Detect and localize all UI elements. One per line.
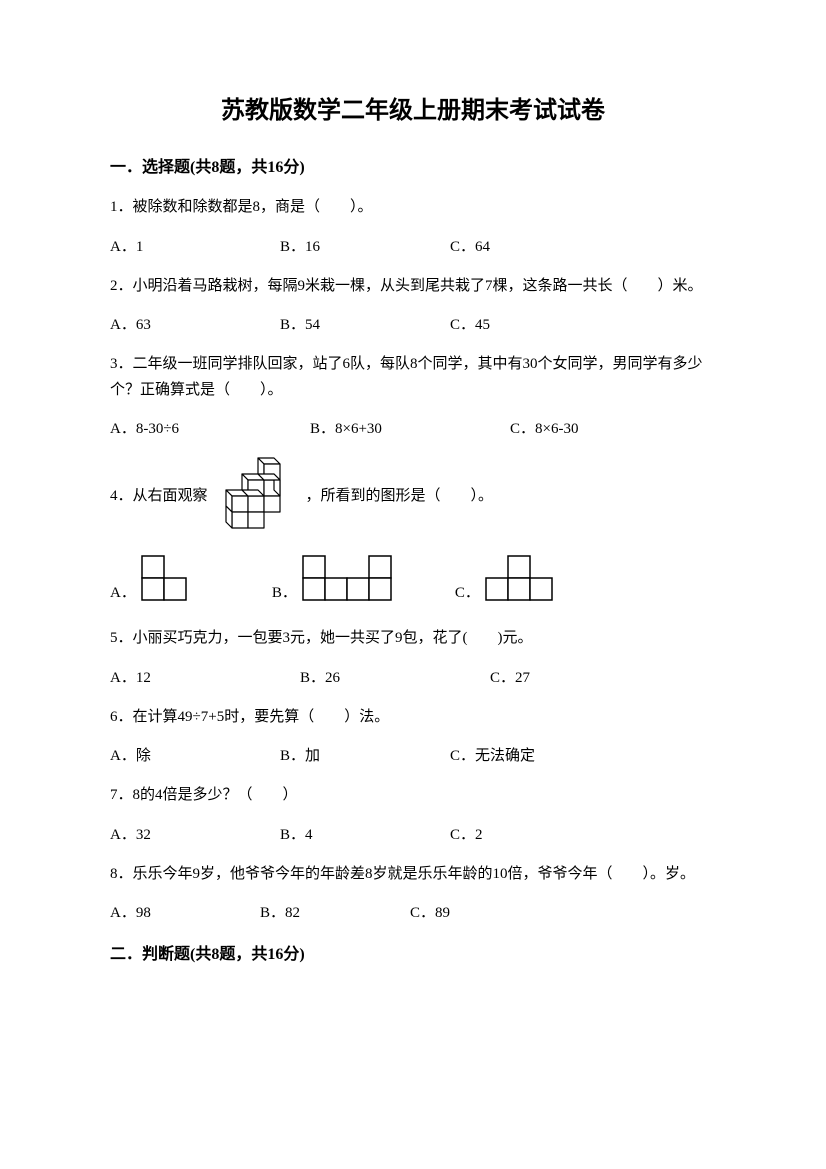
cube-stack-icon <box>214 456 300 532</box>
q4-option-c: C． <box>455 554 556 602</box>
q5-option-a: A．12 <box>110 666 300 687</box>
q7-option-b: B．4 <box>280 823 450 844</box>
q8-option-b: B．82 <box>260 901 410 922</box>
q1-option-b: B．16 <box>280 235 450 256</box>
question-3-options: A．8-30÷6 B．8×6+30 C．8×6-30 <box>110 417 716 438</box>
page-title: 苏教版数学二年级上册期末考试试卷 <box>110 90 716 125</box>
question-1: 1．被除数和除数都是8，商是（ ）。 <box>110 195 716 221</box>
question-7: 7．8的4倍是多少？（ ） <box>110 783 716 809</box>
question-2: 2．小明沿着马路栽树，每隔9米栽一棵，从头到尾共栽了7棵，这条路一共长（ ）米。 <box>110 274 716 300</box>
question-8-options: A．98 B．82 C．89 <box>110 901 716 922</box>
q5-option-b: B．26 <box>300 666 490 687</box>
question-6-options: A．除 B．加 C．无法确定 <box>110 744 716 765</box>
question-6: 6．在计算49÷7+5时，要先算（ ）法。 <box>110 705 716 731</box>
q6-option-c: C．无法确定 <box>450 744 535 765</box>
q8-option-a: A．98 <box>110 901 260 922</box>
q3-option-a: A．8-30÷6 <box>110 417 310 438</box>
question-2-options: A．63 B．54 C．45 <box>110 313 716 334</box>
q4-suffix: ，所看到的图形是（ ）。 <box>306 484 494 505</box>
q7-option-c: C．2 <box>450 823 483 844</box>
shape-a-icon <box>140 554 212 602</box>
q3-option-c: C．8×6-30 <box>510 417 578 438</box>
q4-option-a: A． <box>110 554 212 602</box>
q2-option-b: B．54 <box>280 313 450 334</box>
question-1-options: A．1 B．16 C．64 <box>110 235 716 256</box>
question-7-options: A．32 B．4 C．2 <box>110 823 716 844</box>
section-1-header: 一．选择题(共8题，共16分) <box>110 153 716 177</box>
q1-option-c: C．64 <box>450 235 490 256</box>
question-4-options: A． B． C． <box>110 554 716 602</box>
q8-option-c: C．89 <box>410 901 450 922</box>
q4-option-a-label: A． <box>110 581 136 602</box>
question-5-options: A．12 B．26 C．27 <box>110 666 716 687</box>
q4-prefix: 4．从右面观察 <box>110 484 208 505</box>
q4-option-b: B． <box>272 554 395 602</box>
shape-b-icon <box>301 554 395 602</box>
q6-option-a: A．除 <box>110 744 280 765</box>
question-4: 4．从右面观察 <box>110 456 716 532</box>
q7-option-a: A．32 <box>110 823 280 844</box>
q6-option-b: B．加 <box>280 744 450 765</box>
q5-option-c: C．27 <box>490 666 530 687</box>
shape-c-icon <box>484 554 556 602</box>
section-2-header: 二．判断题(共8题，共16分) <box>110 940 716 964</box>
q4-option-b-label: B． <box>272 581 297 602</box>
q3-option-b: B．8×6+30 <box>310 417 510 438</box>
question-5: 5．小丽买巧克力，一包要3元，她一共买了9包，花了( )元。 <box>110 626 716 652</box>
question-3: 3．二年级一班同学排队回家，站了6队，每队8个同学，其中有30个女同学，男同学有… <box>110 352 716 403</box>
question-8: 8．乐乐今年9岁，他爷爷今年的年龄差8岁就是乐乐年龄的10倍，爷爷今年（ ）。岁… <box>110 862 716 888</box>
q1-option-a: A．1 <box>110 235 280 256</box>
q4-option-c-label: C． <box>455 581 480 602</box>
q2-option-a: A．63 <box>110 313 280 334</box>
q2-option-c: C．45 <box>450 313 490 334</box>
